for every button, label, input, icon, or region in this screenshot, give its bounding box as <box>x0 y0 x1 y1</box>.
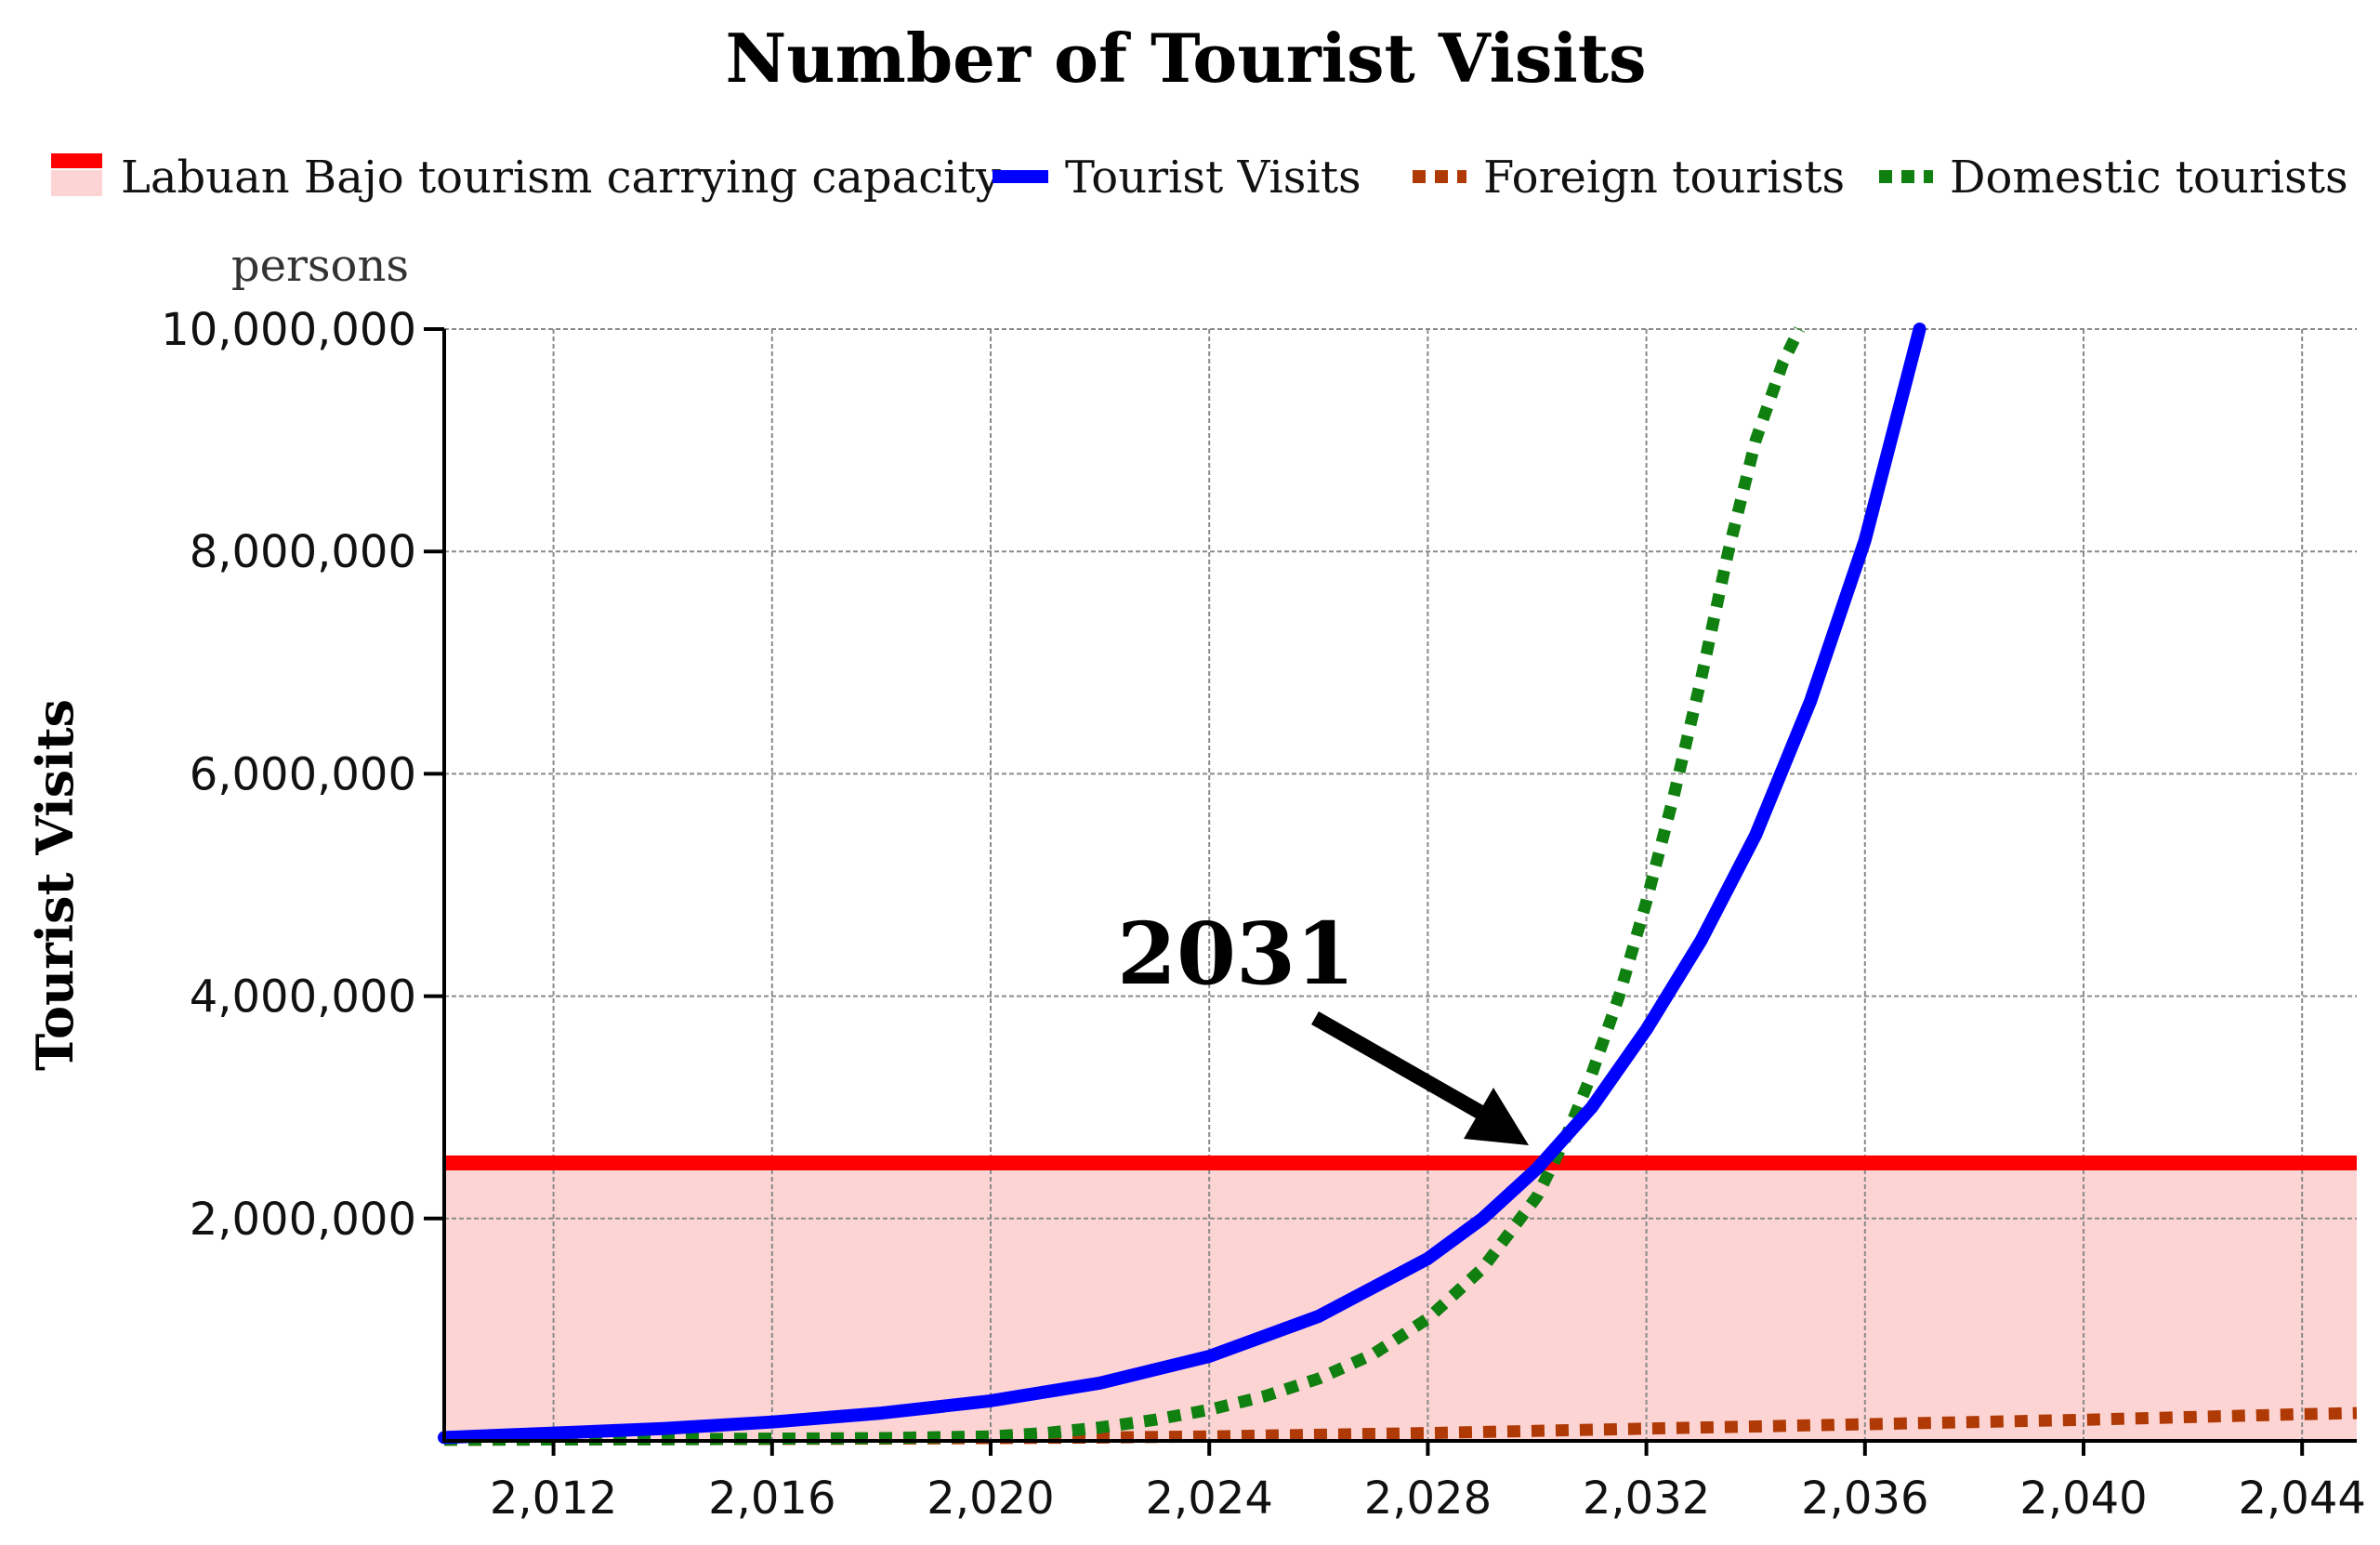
legend-capacity-line-swatch <box>51 153 102 168</box>
series-line-domestic-tourists <box>443 326 1806 1446</box>
annotation-label: 2031 <box>1117 904 1355 1004</box>
annotation-arrow-shaft <box>1311 1011 1483 1118</box>
x-tick-label: 2,020 <box>927 1472 1054 1525</box>
x-tick-label: 2,024 <box>1145 1472 1272 1525</box>
legend-tourist-visits-label: Tourist Visits <box>1065 152 1361 204</box>
chart-title: Number of Tourist Visits <box>725 19 1646 98</box>
axes <box>424 327 2357 1456</box>
series-layer <box>438 323 2358 1446</box>
y-tick-label: 10,000,000 <box>161 304 416 356</box>
legend-item-tourist-visits: Tourist Visits <box>993 152 1361 204</box>
x-tick-label: 2,044 <box>2238 1472 2365 1525</box>
y-tick-label: 4,000,000 <box>190 971 416 1023</box>
capacity-fill-layer <box>444 1163 2357 1441</box>
y-tick-label: 6,000,000 <box>190 748 416 800</box>
x-tick-label: 2,028 <box>1364 1472 1492 1525</box>
legend-item-foreign-tourists: Foreign tourists <box>1413 152 1845 204</box>
y-axis-label: Tourist Visits <box>25 699 85 1071</box>
series-line-foreign-tourists <box>443 1406 2358 1446</box>
legend-foreign-tourists-label: Foreign tourists <box>1483 152 1845 204</box>
series-line-tourist-visits <box>438 323 1926 1445</box>
y-tick-label: 8,000,000 <box>190 526 416 578</box>
tick-labels: 2,000,000 4,000,000 6,000,000 8,000,000 10,0… <box>161 304 2366 1525</box>
x-tick-label: 2,016 <box>708 1472 835 1525</box>
x-tick-label: 2,012 <box>490 1472 617 1525</box>
x-tick-label: 2,032 <box>1583 1472 1710 1525</box>
x-tick-label: 2,036 <box>1801 1472 1928 1525</box>
capacity-area <box>444 1163 2357 1441</box>
legend-capacity-fill-swatch <box>51 170 102 196</box>
annotation-arrow-head <box>1464 1088 1529 1145</box>
annotation: 2031 <box>1117 904 1529 1145</box>
y-unit-label: persons <box>231 240 409 292</box>
legend-capacity-label: Labuan Bajo tourism carrying capacity <box>121 152 1001 204</box>
y-tick-label: 2,000,000 <box>190 1194 416 1246</box>
legend-domestic-tourists-label: Domestic tourists <box>1950 152 2348 204</box>
legend-item-capacity: Labuan Bajo tourism carrying capacity <box>51 152 1001 204</box>
legend-item-domestic-tourists: Domestic tourists <box>1879 152 2348 204</box>
legend: Labuan Bajo tourism carrying capacity To… <box>51 152 2348 204</box>
x-tick-label: 2,040 <box>2019 1472 2147 1525</box>
